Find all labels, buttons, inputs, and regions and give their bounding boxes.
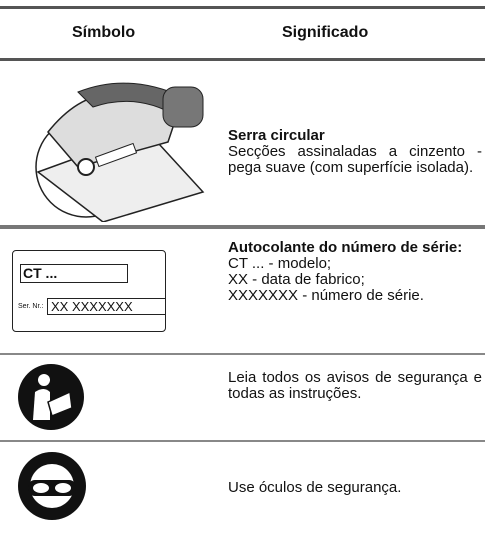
rule bbox=[0, 353, 485, 355]
rule bbox=[0, 58, 485, 61]
saw-icon bbox=[35, 82, 205, 222]
rule bbox=[0, 225, 485, 229]
row-line: CT ... - modelo; bbox=[228, 255, 332, 272]
header-cell: Símbolo bbox=[72, 24, 136, 41]
header-cell: Significado bbox=[282, 24, 369, 41]
row-title: Serra circular bbox=[228, 127, 325, 144]
rule bbox=[0, 440, 485, 442]
sticker-model: CT ... bbox=[20, 264, 128, 283]
row-text: Leia todos os avisos de segurança e toda… bbox=[228, 370, 482, 402]
row-desc: Leia todos os avisos de segurança e toda… bbox=[228, 369, 482, 402]
row-text: Use óculos de segurança. bbox=[228, 480, 482, 496]
row-desc: Use óculos de segurança. bbox=[228, 479, 402, 496]
sticker-label: Ser. Nr.: bbox=[18, 303, 44, 310]
manual-icon bbox=[18, 364, 84, 430]
row-title: Autocolante do número de série: bbox=[228, 239, 463, 256]
goggles-icon bbox=[18, 452, 86, 520]
row-text: Serra circular Secções assinaladas a cin… bbox=[228, 128, 482, 176]
row-desc: Secções assinaladas a cinzento - pega su… bbox=[228, 143, 482, 176]
rule bbox=[0, 6, 485, 9]
row-line: XX - data de fabrico; bbox=[228, 271, 365, 288]
sticker-serial: XX XXXXXXX bbox=[47, 298, 166, 315]
row-line: XXXXXXX - número de série. bbox=[228, 287, 424, 304]
sticker: CT ... Ser. Nr.: XX XXXXXXX bbox=[12, 250, 166, 332]
row-text: Autocolante do número de série: CT ... -… bbox=[228, 240, 482, 304]
